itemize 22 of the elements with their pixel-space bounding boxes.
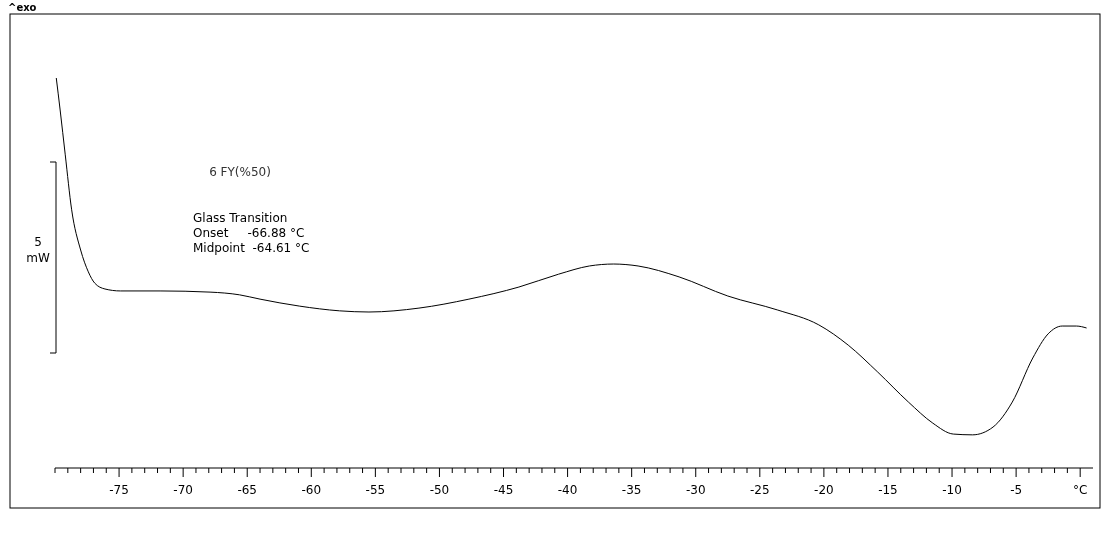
x-tick-label: -65 <box>237 483 258 497</box>
x-tick-label: -20 <box>814 483 834 497</box>
x-tick-label: -30 <box>685 483 706 497</box>
annotation: Midpoint -64.61 °C <box>193 241 310 255</box>
x-tick-label: -40 <box>557 483 578 497</box>
x-tick-label: -10 <box>942 483 962 497</box>
x-tick-label: -45 <box>493 483 514 497</box>
x-tick-label: -35 <box>621 483 642 497</box>
x-tick-label: -25 <box>750 483 770 497</box>
x-tick-label: -60 <box>301 483 322 497</box>
x-tick-label: -50 <box>429 483 450 497</box>
text: ^exo <box>8 2 37 13</box>
x-tick-label: -75 <box>109 483 129 497</box>
text: 5 mW <box>26 235 50 265</box>
x-tick-label: -70 <box>173 483 193 497</box>
x-tick-label: -15 <box>878 483 898 497</box>
annotation: Glass Transition <box>193 211 288 225</box>
x-tick-label: -55 <box>365 483 386 497</box>
x-tick-label: °C <box>1072 483 1088 497</box>
annotation: Onset -66.88 °C <box>193 226 305 240</box>
x-tick-label: -5 <box>1010 483 1023 497</box>
text: 6 FY(%50) <box>209 165 271 179</box>
